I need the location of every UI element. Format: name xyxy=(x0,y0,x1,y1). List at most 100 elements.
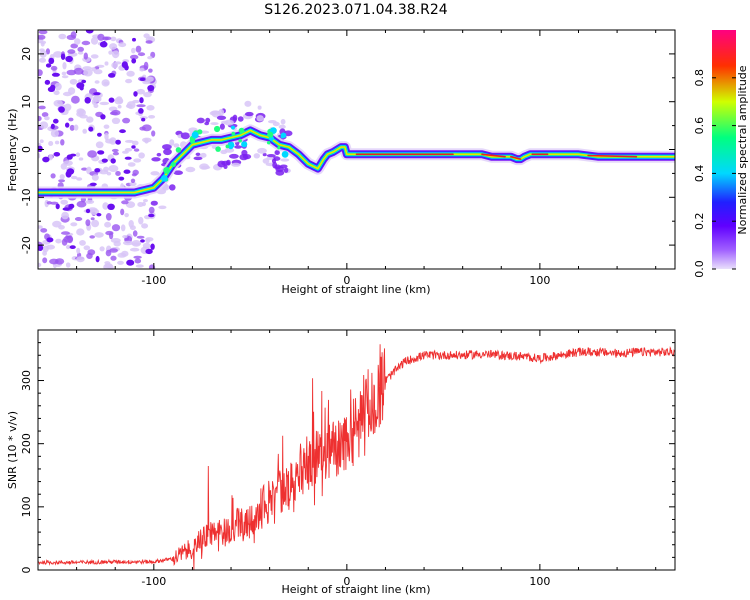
noise-blob xyxy=(38,115,42,122)
noise-blob xyxy=(100,114,106,120)
noise-blob xyxy=(163,148,172,156)
noise-blob xyxy=(218,108,225,116)
ridge-spot xyxy=(238,138,242,143)
y-tick-label: 10 xyxy=(20,95,33,109)
y-tick-label: 100 xyxy=(20,496,33,517)
noise-blob xyxy=(42,250,47,256)
x-tick-label: 0 xyxy=(343,274,350,287)
noise-blob xyxy=(124,139,134,143)
noise-blob xyxy=(147,85,155,92)
noise-blob xyxy=(70,175,78,180)
noise-blob xyxy=(138,216,144,225)
noise-blob xyxy=(145,248,153,255)
noise-blob xyxy=(46,237,54,243)
noise-blob xyxy=(126,259,135,266)
ridge-peak xyxy=(587,154,638,158)
noise-blob xyxy=(133,148,140,152)
noise-blob xyxy=(136,235,145,239)
noise-blob xyxy=(217,160,226,168)
noise-blob xyxy=(73,67,84,75)
noise-blob xyxy=(131,173,137,177)
noise-blob xyxy=(38,30,48,35)
noise-blob xyxy=(118,176,125,181)
noise-blob xyxy=(138,108,144,114)
noise-blob xyxy=(105,138,114,144)
noise-blob xyxy=(143,91,152,98)
noise-blob xyxy=(116,96,123,103)
noise-blob xyxy=(108,97,115,103)
colorbar-label: Normalized spectral amplitude xyxy=(736,65,749,234)
noise-blob xyxy=(148,68,153,73)
noise-blob xyxy=(62,207,70,211)
noise-blob xyxy=(115,171,121,176)
noise-blob xyxy=(85,208,91,214)
ridge-spot xyxy=(267,131,274,138)
noise-blob xyxy=(44,116,50,121)
noise-blob xyxy=(278,124,286,129)
noise-blob xyxy=(110,255,117,261)
noise-blob xyxy=(266,156,274,160)
colorbar-tick-label: 0.6 xyxy=(693,117,706,135)
noise-blob xyxy=(257,147,267,154)
noise-blob xyxy=(50,123,55,129)
noise-blob xyxy=(65,55,73,63)
ridge-spot xyxy=(231,131,236,136)
noise-blob xyxy=(65,244,71,250)
noise-blob xyxy=(120,208,125,216)
noise-blob xyxy=(169,139,175,146)
noise-blob xyxy=(102,40,107,47)
noise-blob xyxy=(99,101,110,106)
noise-blob xyxy=(107,203,115,210)
noise-blob xyxy=(65,262,71,268)
y-tick-label: -20 xyxy=(20,236,33,254)
noise-blob xyxy=(87,249,96,256)
noise-blob xyxy=(180,132,190,140)
ridge-spot xyxy=(160,175,168,182)
y-tick-label: 20 xyxy=(20,47,33,61)
spectrogram-y-label: Frequency (Hz) xyxy=(6,109,19,192)
noise-blob xyxy=(93,69,103,75)
noise-blob xyxy=(70,222,78,227)
colorbar-tick-label: 0.2 xyxy=(693,212,706,230)
noise-blob xyxy=(65,122,70,128)
noise-blob xyxy=(88,126,94,132)
noise-blob xyxy=(130,54,139,60)
noise-blob xyxy=(145,238,151,244)
noise-blob xyxy=(51,72,60,77)
noise-blob xyxy=(126,70,135,77)
noise-blob xyxy=(61,231,70,235)
snr-marks xyxy=(38,344,675,570)
noise-blob xyxy=(78,157,84,161)
noise-blob xyxy=(50,201,59,205)
noise-blob xyxy=(90,217,95,221)
noise-blob xyxy=(39,139,44,143)
noise-blob xyxy=(75,152,81,157)
ridge-spot xyxy=(267,141,271,145)
noise-blob xyxy=(210,122,219,126)
noise-blob xyxy=(42,156,50,163)
x-tick-label: 100 xyxy=(529,575,550,588)
y-tick-label: -10 xyxy=(20,188,33,206)
noise-blob xyxy=(226,159,231,166)
noise-blob xyxy=(111,148,119,153)
noise-blob xyxy=(85,30,94,34)
noise-blob xyxy=(58,33,67,40)
noise-blob xyxy=(38,262,42,268)
noise-blob xyxy=(125,104,133,109)
noise-blob xyxy=(224,119,235,126)
noise-blob xyxy=(109,111,118,116)
noise-blob xyxy=(48,141,54,146)
noise-blob xyxy=(257,105,262,110)
snr-plot-area xyxy=(38,330,675,570)
noise-blob xyxy=(83,245,91,251)
noise-blob xyxy=(122,235,128,239)
noise-blob xyxy=(55,203,60,210)
ridge-spot xyxy=(214,125,221,133)
noise-blob xyxy=(61,75,69,79)
noise-blob xyxy=(53,90,60,96)
noise-blob xyxy=(38,244,44,251)
noise-blob xyxy=(68,117,74,122)
noise-blob xyxy=(231,162,241,167)
ridge-spot xyxy=(238,127,245,134)
noise-blob xyxy=(91,98,97,106)
